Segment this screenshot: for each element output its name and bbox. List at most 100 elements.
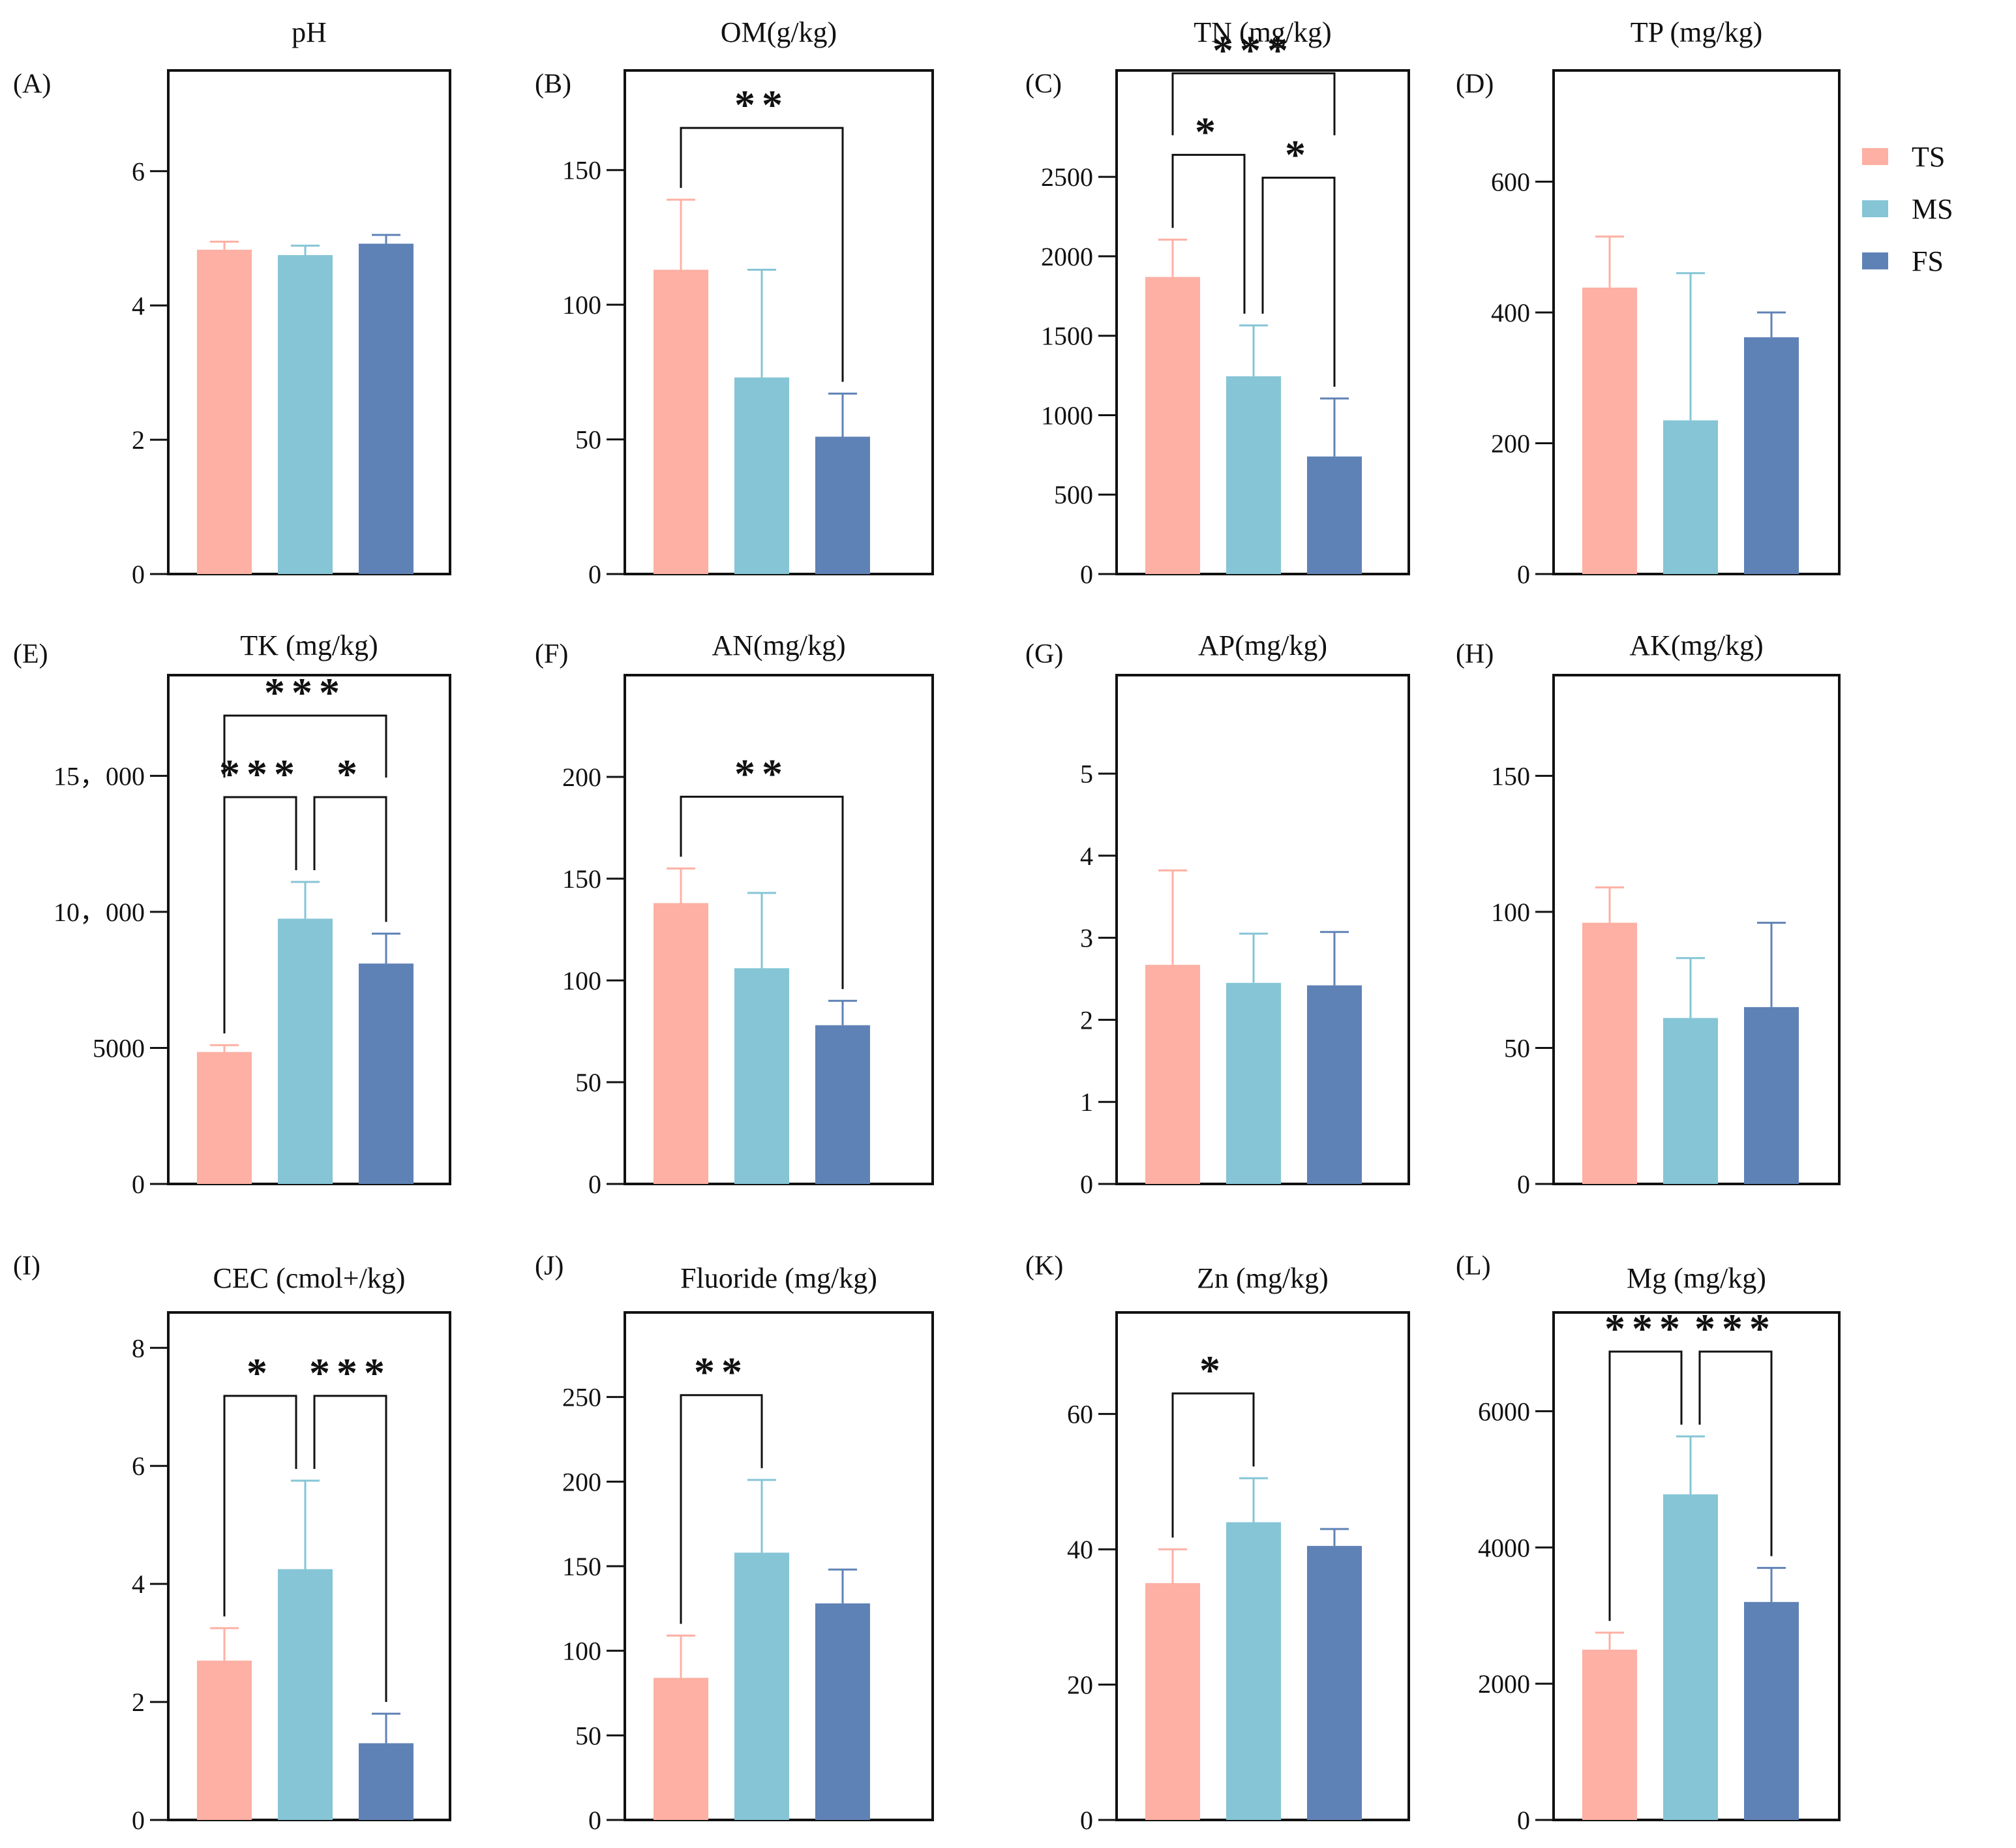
y-tick-label: 0 [588,560,601,589]
y-tick-label: 4 [132,291,145,320]
y-tick-label: 400 [1491,298,1530,327]
y-tick-label: 60 [1067,1400,1093,1429]
bar-ms [1663,1494,1718,1820]
y-tick-label: 5 [1080,759,1093,789]
bar-fs [1744,337,1799,574]
y-tick-label: 0 [1517,1170,1530,1199]
y-tick-label: 150 [562,1552,601,1581]
bar-ts [197,249,252,574]
significance-label: * [337,751,364,797]
legend-swatch-fs [1862,252,1888,269]
y-tick-label: 6000 [1478,1397,1530,1426]
y-tick-label: 40 [1067,1535,1093,1564]
significance-label: *** [219,751,301,797]
y-tick-label: 1 [1080,1087,1093,1117]
y-tick-label: 200 [562,1467,601,1496]
bar-fs [1744,1601,1799,1820]
significance-bracket [680,127,844,382]
significance-label: *** [1694,1305,1777,1352]
significance-label: *** [1604,1305,1687,1352]
panel-b: 0 50 100 150 ** OM(g/kg) (B) [535,16,934,589]
panel-label: (C) [1025,69,1062,99]
y-tick-label: 0 [588,1170,601,1199]
significance-bracket [223,1395,297,1616]
bar-ts [654,903,708,1184]
panel-label: (J) [535,1251,564,1281]
significance-bracket [680,795,844,990]
y-tick-label: 100 [562,290,601,320]
significance-label: ** [694,1349,749,1395]
bar-ts [1582,922,1637,1184]
panel-title: Zn (mg/kg) [1197,1262,1329,1294]
bar-fs [1744,1007,1799,1184]
legend-item-ts: TS [1862,130,2016,183]
bar-ts [197,1660,252,1820]
y-tick-label: 150 [562,156,601,185]
significance-bracket [223,796,297,1034]
y-tick-label: 8 [132,1333,145,1363]
panel-label: (L) [1456,1251,1491,1281]
legend-label-fs: FS [1912,245,1944,277]
y-tick-label: 6 [132,157,145,186]
bar-ms [734,1553,789,1820]
y-tick-label: 1000 [1041,401,1093,430]
significance-bracket [1698,1350,1773,1556]
y-tick-label: 50 [1504,1033,1530,1063]
significance-label: * [1285,131,1312,177]
panel-title: TK (mg/kg) [240,629,378,661]
panel-label: (K) [1025,1251,1063,1281]
bar-fs [815,1025,870,1184]
bar-fs [815,436,870,574]
y-tick-label: 500 [1054,480,1093,509]
y-tick-label: 4000 [1478,1533,1530,1562]
panel-title: AN(mg/kg) [712,629,845,661]
significance-bracket [1261,176,1336,387]
y-tick-label: 200 [1491,429,1530,458]
significance-label: *** [264,669,346,716]
significance-label: ** [734,750,789,796]
y-tick-label: 0 [1080,560,1093,589]
legend-swatch-ts [1862,148,1888,165]
y-tick-label: 2000 [1041,242,1093,271]
significance-label: * [1195,108,1222,155]
y-tick-label: 6 [132,1451,145,1481]
bar-fs [359,243,414,574]
panel-f: 0 50 100 150 200 ** AN(mg/kg) (F) [535,629,934,1199]
y-tick-label: 100 [562,1637,601,1666]
panel-title: CEC (cmol+/kg) [213,1262,406,1294]
significance-label: ** [734,82,789,128]
y-tick-label: 4 [1080,841,1093,871]
bar-ts [1145,965,1200,1184]
y-tick-label: 150 [1491,761,1530,791]
panel-title: Fluoride (mg/kg) [680,1262,877,1294]
bar-ts [654,1678,708,1820]
panel-label: (H) [1456,639,1494,669]
legend-label-ms: MS [1912,192,1953,225]
bar-ms [278,255,333,574]
panel-label: (A) [13,69,51,99]
panel-title: AK(mg/kg) [1629,629,1763,661]
y-tick-label: 10，000 [53,898,145,927]
legend-label-ts: TS [1912,140,1946,173]
panel-d: 0 200 400 600 TP (mg/kg) (D) [1456,16,1841,589]
bar-ms [1226,1522,1281,1820]
bar-ms [1663,420,1718,574]
panel-title: OM(g/kg) [721,16,837,48]
y-tick-label: 0 [1517,1806,1530,1835]
panel-l: 0 2000 4000 6000 *** *** Mg (mg/kg) (L) [1456,1251,1841,1835]
y-tick-label: 1500 [1041,322,1093,351]
panel-label: (I) [13,1251,40,1281]
significance-bracket [1171,1392,1255,1538]
y-tick-label: 200 [562,763,601,792]
bar-fs [359,963,414,1184]
y-tick-label: 2 [132,1688,145,1717]
panel-title: pH [292,16,327,48]
y-tick-label: 0 [1080,1806,1093,1835]
legend-item-ms: MS [1862,183,2016,235]
bar-ms [734,968,789,1184]
bar-ms [734,377,789,574]
